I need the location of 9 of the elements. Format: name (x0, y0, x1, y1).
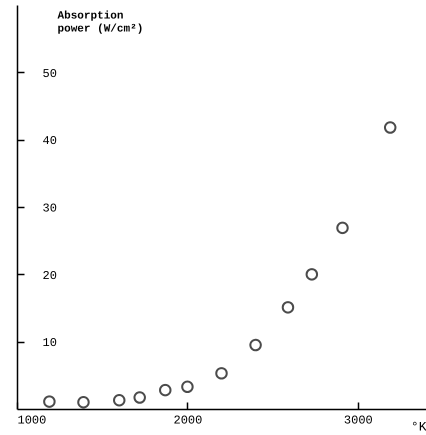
y-tick-label: 10 (42, 336, 57, 350)
y-tick-label: 30 (42, 202, 57, 216)
y-tick-label: 50 (42, 66, 57, 81)
y-axis-title: Absorption power (W/cm²) (58, 10, 144, 36)
x-tick-label: 3000 (344, 414, 373, 428)
y-tick-label: 40 (42, 134, 57, 148)
y-tick-label: 20 (42, 268, 57, 283)
x-tick-label: 2000 (174, 414, 202, 428)
x-tick-label: 1000 (18, 414, 46, 428)
